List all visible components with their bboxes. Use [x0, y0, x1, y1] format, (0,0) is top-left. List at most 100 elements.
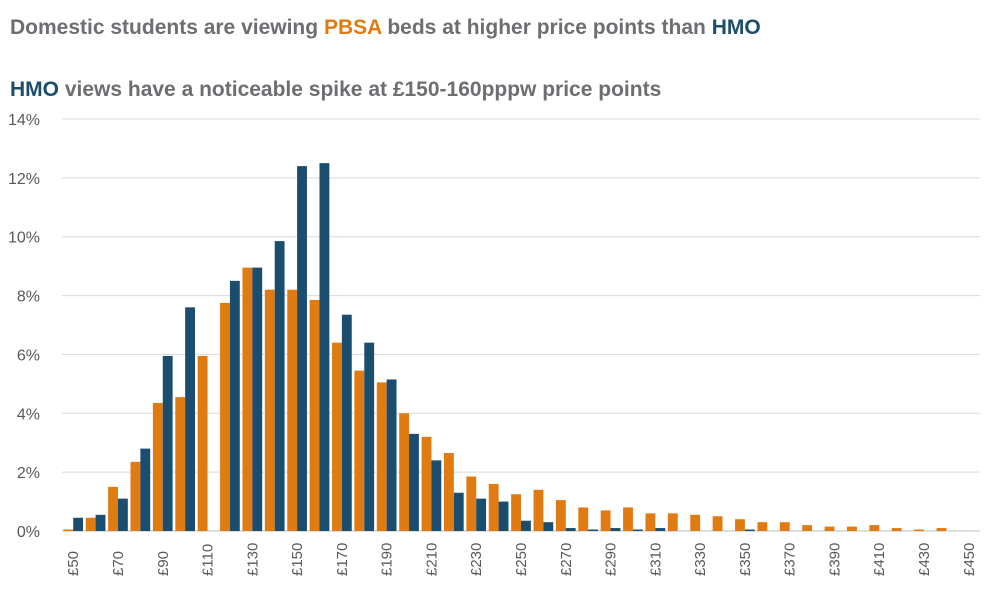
x-tick-label: £290 [603, 543, 620, 576]
title-hmo-highlight: HMO [711, 16, 761, 39]
title-text-1: Domestic students are viewing [10, 16, 324, 39]
bar-pbsa-70 [108, 486, 118, 531]
bar-hmo-80 [140, 448, 151, 531]
y-tick-label: 10% [8, 230, 40, 247]
bar-pbsa-260 [533, 489, 544, 531]
bar-pbsa-80 [130, 461, 141, 531]
bar-hmo-170 [341, 314, 352, 531]
bar-pbsa-300 [623, 507, 633, 531]
x-tick-label: £330 [692, 543, 709, 576]
bar-pbsa-120 [220, 302, 230, 531]
x-tick-label: £310 [647, 543, 664, 576]
x-tick-label: £90 [155, 551, 172, 576]
bar-pbsa-320 [667, 513, 678, 531]
bar-pbsa-390 [824, 526, 835, 531]
bar-hmo-270 [565, 528, 576, 531]
bar-hmo-210 [431, 460, 442, 531]
chart-title: Domestic students are viewing PBSA beds … [10, 16, 761, 40]
subtitle-text: views have a noticeable spike at £150-16… [59, 78, 662, 101]
y-tick-label: 2% [17, 465, 40, 482]
bar-pbsa-140 [264, 289, 275, 531]
bar-pbsa-190 [376, 382, 387, 531]
bar-hmo-100 [185, 307, 195, 531]
title-text-2: beds at higher price points than [381, 16, 712, 39]
bar-hmo-290 [610, 528, 621, 531]
x-tick-label: £450 [961, 543, 978, 576]
bar-pbsa-170 [332, 342, 342, 531]
bar-hmo-230 [476, 498, 487, 531]
bar-pbsa-250 [511, 494, 521, 531]
x-tick-label: £150 [289, 543, 306, 576]
bar-pbsa-230 [466, 476, 477, 531]
bar-pbsa-220 [443, 453, 454, 531]
bar-hmo-180 [364, 342, 375, 531]
bar-pbsa-160 [309, 299, 320, 531]
y-tick-label: 12% [8, 171, 40, 188]
bar-pbsa-100 [175, 397, 186, 531]
bar-pbsa-280 [578, 507, 589, 531]
bars [63, 163, 947, 532]
bar-hmo-310 [655, 528, 666, 531]
bar-hmo-190 [386, 379, 397, 531]
bar-pbsa-130 [242, 267, 253, 531]
bar-pbsa-350 [735, 519, 745, 531]
y-tick-label: 8% [17, 289, 40, 306]
bar-pbsa-380 [802, 525, 813, 531]
subtitle-hmo-highlight: HMO [10, 78, 59, 101]
bar-hmo-250 [521, 520, 531, 531]
bar-hmo-120 [229, 280, 240, 531]
bar-hmo-130 [252, 267, 263, 531]
x-tick-label: £370 [782, 543, 799, 576]
x-tick-label: £250 [513, 543, 530, 576]
bar-pbsa-90 [152, 402, 163, 531]
bar-pbsa-50 [63, 529, 74, 531]
bar-hmo-60 [95, 514, 106, 531]
chart-subtitle: HMO views have a noticeable spike at £15… [10, 78, 661, 102]
bar-pbsa-60 [85, 517, 96, 531]
x-axis-tick-labels: £50 £70 £90 £110 £130 £150 £170 £190 £210 £230 £25… [65, 543, 978, 576]
title-pbsa-highlight: PBSA [323, 16, 382, 39]
bar-pbsa-430 [914, 529, 925, 531]
x-tick-label: £390 [826, 543, 843, 576]
x-tick-label: £430 [916, 543, 933, 576]
bar-hmo-90 [162, 355, 173, 531]
bar-pbsa-370 [779, 522, 790, 531]
bar-pbsa-240 [488, 483, 499, 531]
bar-hmo-260 [543, 522, 554, 531]
bar-hmo-50 [73, 517, 84, 531]
bar-pbsa-310 [645, 513, 656, 531]
bar-hmo-240 [498, 501, 509, 531]
y-tick-label: 4% [17, 406, 40, 423]
gridlines [62, 118, 980, 532]
bar-hmo-220 [453, 492, 464, 531]
bar-pbsa-110 [197, 355, 208, 531]
bar-pbsa-360 [757, 522, 768, 531]
bar-hmo-300 [632, 529, 643, 531]
bar-pbsa-330 [690, 514, 701, 531]
bar-hmo-140 [274, 241, 285, 531]
bar-hmo-280 [588, 529, 599, 531]
bar-pbsa-180 [354, 370, 365, 531]
bar-pbsa-340 [712, 516, 723, 531]
x-tick-label: £70 [110, 551, 127, 576]
bar-hmo-70 [117, 498, 128, 531]
bar-pbsa-400 [847, 526, 857, 531]
bar-pbsa-410 [869, 525, 880, 531]
y-axis-tick-labels: 0% 2% 4% 6% 8% 10% 12% 14% [8, 112, 40, 541]
x-tick-label: £190 [379, 543, 396, 576]
bar-pbsa-420 [891, 528, 902, 531]
x-tick-label: £230 [468, 543, 485, 576]
bar-hmo-160 [319, 163, 330, 531]
x-tick-label: £410 [871, 543, 888, 576]
bar-hmo-200 [409, 433, 419, 531]
x-tick-label: £210 [423, 543, 440, 576]
x-tick-label: £110 [200, 544, 217, 576]
bar-hmo-350 [744, 529, 755, 531]
bar-pbsa-290 [600, 510, 611, 531]
bar-pbsa-440 [936, 528, 947, 531]
x-tick-label: £50 [65, 551, 82, 576]
bar-pbsa-150 [287, 289, 298, 531]
x-tick-label: £170 [334, 543, 351, 576]
x-tick-label: £270 [558, 543, 575, 576]
